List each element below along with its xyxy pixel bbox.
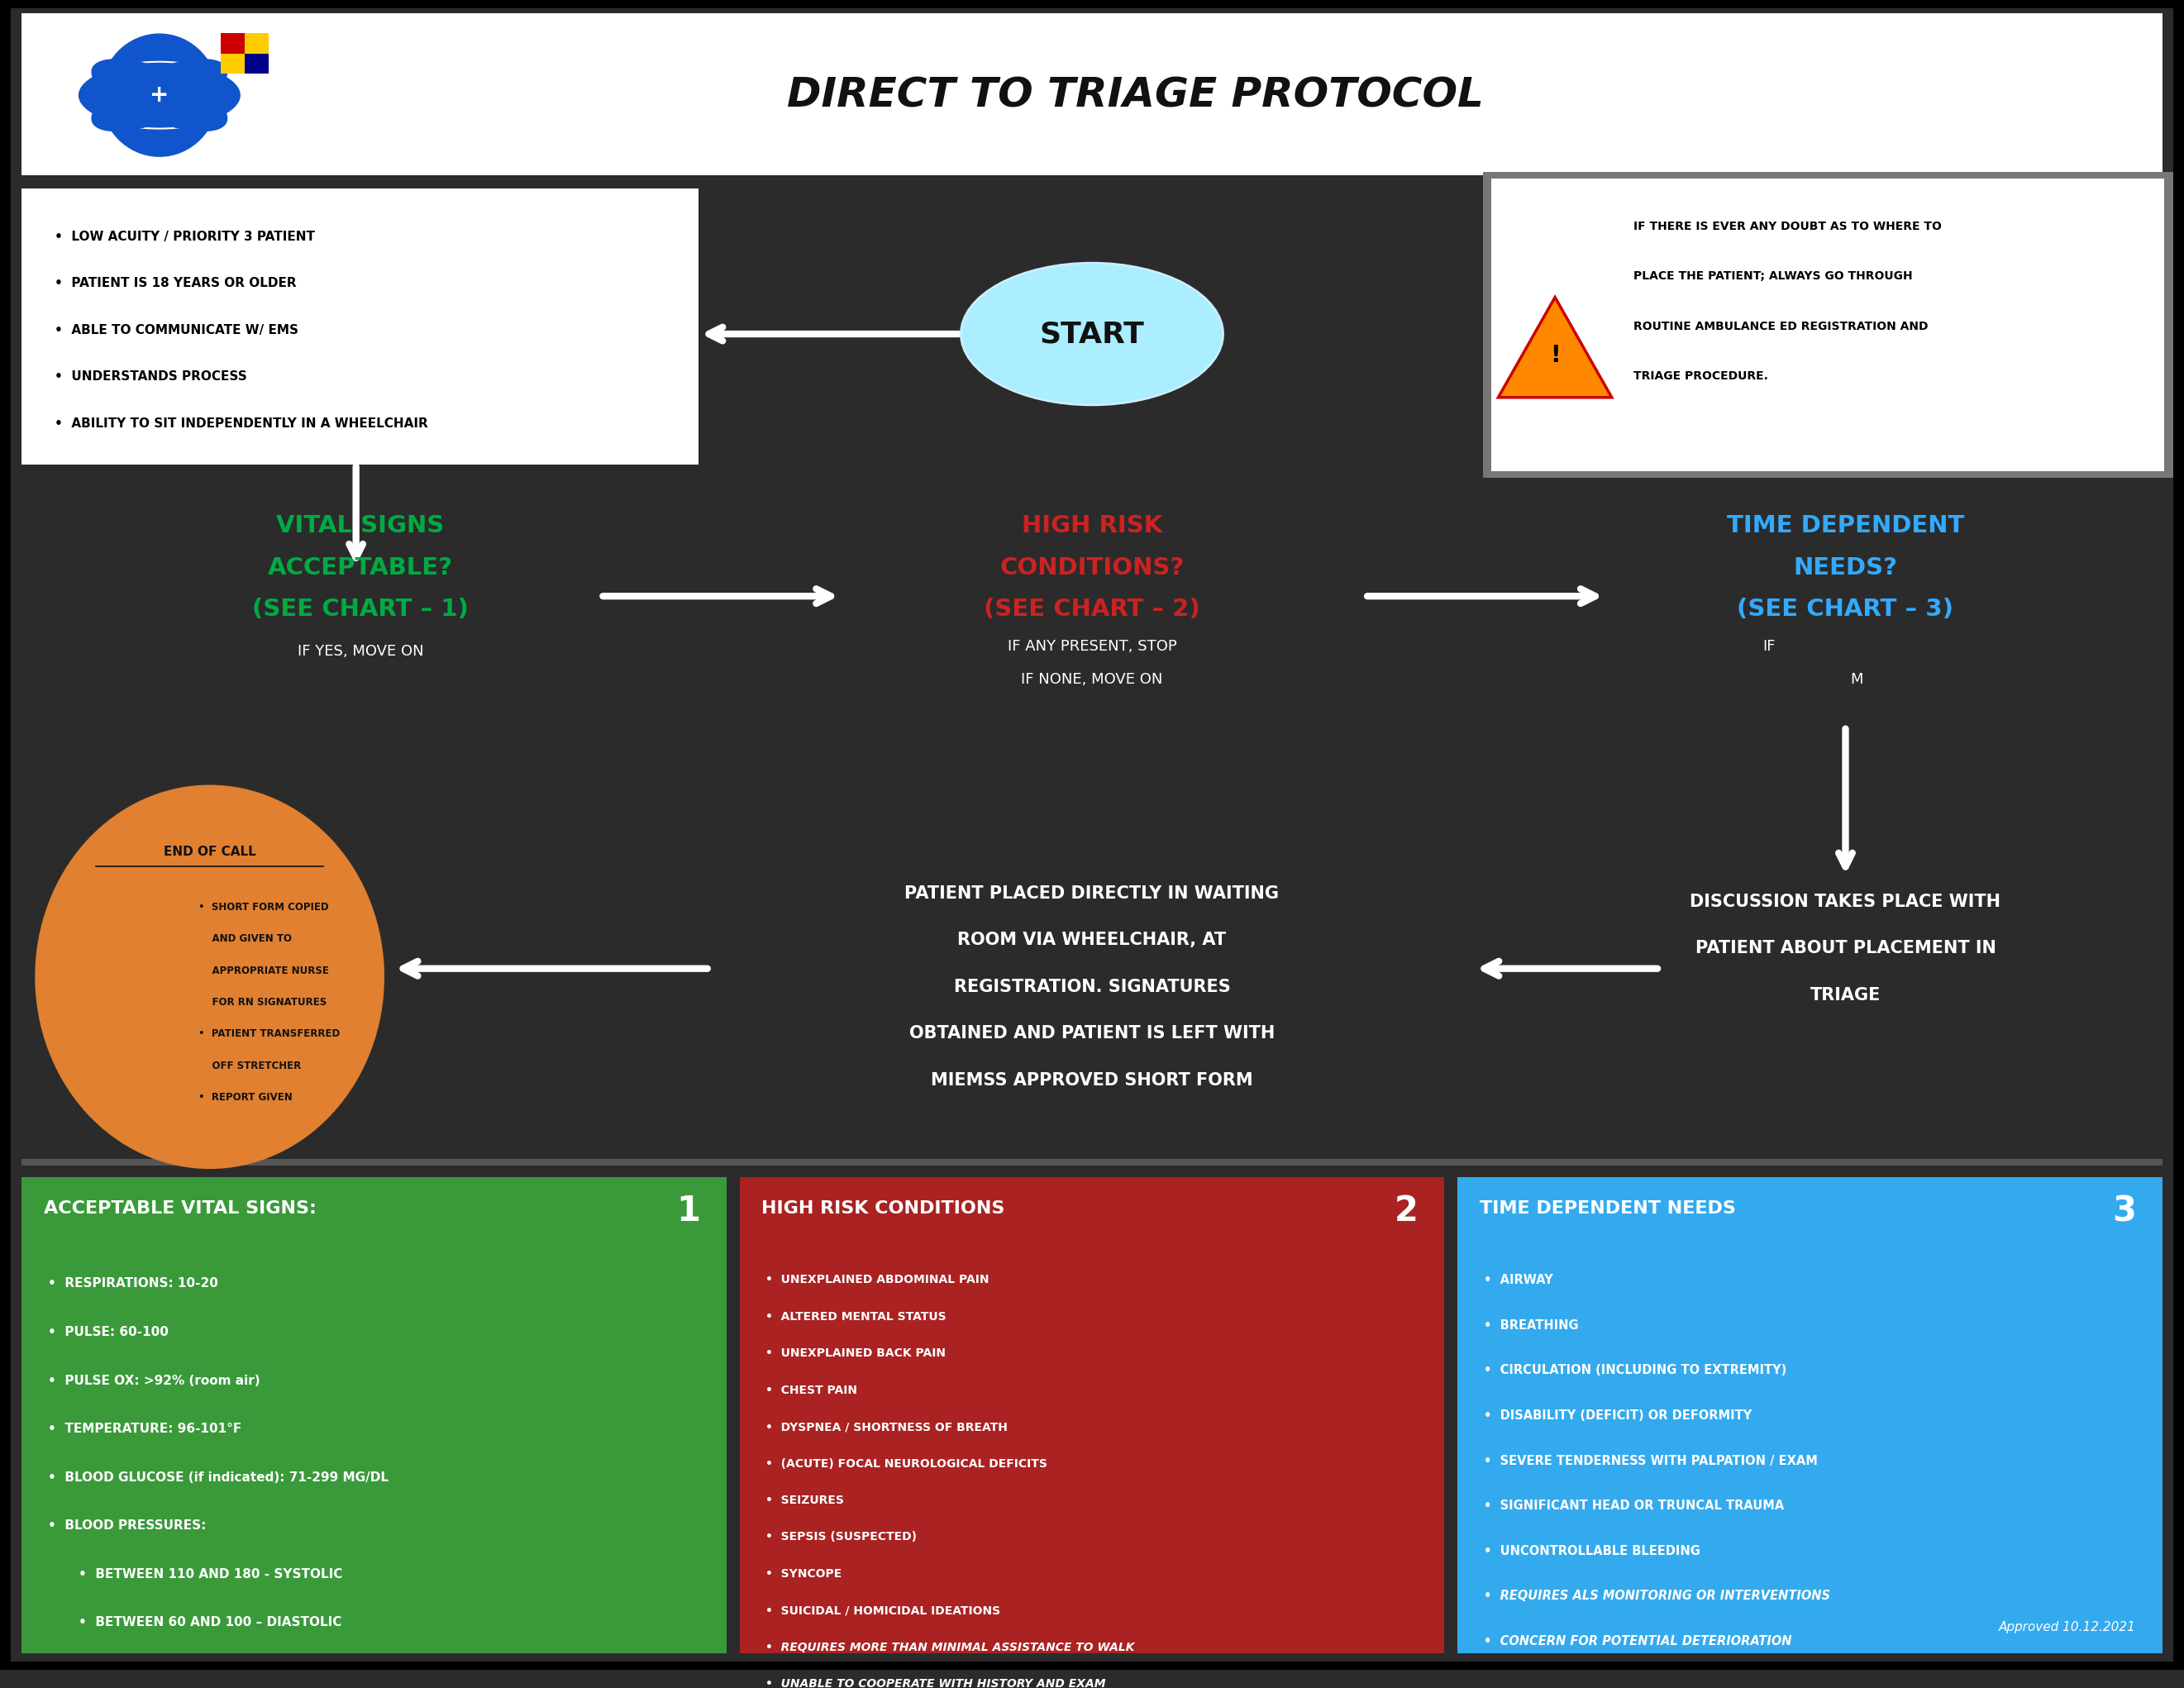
FancyBboxPatch shape — [221, 54, 245, 74]
Ellipse shape — [92, 59, 227, 132]
Text: IF THERE IS EVER ANY DOUBT AS TO WHERE TO: IF THERE IS EVER ANY DOUBT AS TO WHERE T… — [1634, 221, 1942, 231]
Text: HIGH RISK CONDITIONS: HIGH RISK CONDITIONS — [762, 1200, 1005, 1217]
Text: ACCEPTABLE?: ACCEPTABLE? — [269, 557, 452, 579]
Text: •  SEVERE TENDERNESS WITH PALPATION / EXAM: • SEVERE TENDERNESS WITH PALPATION / EXA… — [1483, 1455, 1817, 1467]
Text: DIRECT TO TRIAGE PROTOCOL: DIRECT TO TRIAGE PROTOCOL — [786, 76, 1485, 115]
Text: MIEMSS APPROVED SHORT FORM: MIEMSS APPROVED SHORT FORM — [930, 1072, 1254, 1089]
Text: •  BREATHING: • BREATHING — [1483, 1320, 1579, 1332]
Text: START: START — [1040, 321, 1144, 348]
Polygon shape — [1498, 297, 1612, 397]
Text: •  REPORT GIVEN: • REPORT GIVEN — [199, 1092, 293, 1102]
Text: •  CONCERN FOR POTENTIAL DETERIORATION: • CONCERN FOR POTENTIAL DETERIORATION — [1483, 1636, 1791, 1647]
Text: TRIAGE: TRIAGE — [1811, 987, 1880, 1004]
Text: •  SEIZURES: • SEIZURES — [767, 1494, 845, 1506]
Text: IF: IF — [1762, 638, 1776, 653]
Text: IF YES, MOVE ON: IF YES, MOVE ON — [297, 643, 424, 658]
Text: •  AIRWAY: • AIRWAY — [1483, 1274, 1553, 1286]
Text: !: ! — [1551, 344, 1559, 368]
Text: •  UNDERSTANDS PROCESS: • UNDERSTANDS PROCESS — [55, 371, 247, 383]
Text: •  ABILITY TO SIT INDEPENDENTLY IN A WHEELCHAIR: • ABILITY TO SIT INDEPENDENTLY IN A WHEE… — [55, 417, 428, 430]
Text: OBTAINED AND PATIENT IS LEFT WITH: OBTAINED AND PATIENT IS LEFT WITH — [909, 1025, 1275, 1041]
FancyBboxPatch shape — [22, 1160, 2162, 1166]
Text: •  SUICIDAL / HOMICIDAL IDEATIONS: • SUICIDAL / HOMICIDAL IDEATIONS — [767, 1605, 1000, 1617]
Text: PATIENT PLACED DIRECTLY IN WAITING: PATIENT PLACED DIRECTLY IN WAITING — [904, 885, 1280, 901]
Text: PATIENT ABOUT PLACEMENT IN: PATIENT ABOUT PLACEMENT IN — [1695, 940, 1996, 957]
Text: 3: 3 — [2112, 1193, 2136, 1229]
Text: ACCEPTABLE VITAL SIGNS:: ACCEPTABLE VITAL SIGNS: — [44, 1200, 317, 1217]
Text: •  ABLE TO COMMUNICATE W/ EMS: • ABLE TO COMMUNICATE W/ EMS — [55, 324, 299, 336]
FancyBboxPatch shape — [1483, 172, 2173, 478]
Text: •  PULSE OX: >92% (room air): • PULSE OX: >92% (room air) — [48, 1374, 260, 1388]
Text: •  PATIENT IS 18 YEARS OR OLDER: • PATIENT IS 18 YEARS OR OLDER — [55, 277, 297, 290]
Text: •  UNCONTROLLABLE BLEEDING: • UNCONTROLLABLE BLEEDING — [1483, 1545, 1699, 1556]
Text: •  DISABILITY (DEFICIT) OR DEFORMITY: • DISABILITY (DEFICIT) OR DEFORMITY — [1483, 1409, 1752, 1421]
Text: HIGH RISK: HIGH RISK — [1022, 515, 1162, 537]
Text: PLACE THE PATIENT; ALWAYS GO THROUGH: PLACE THE PATIENT; ALWAYS GO THROUGH — [1634, 270, 1913, 282]
Text: APPROPRIATE NURSE: APPROPRIATE NURSE — [199, 966, 330, 976]
Text: •  BLOOD PRESSURES:: • BLOOD PRESSURES: — [48, 1519, 205, 1533]
Text: IF ANY PRESENT, STOP: IF ANY PRESENT, STOP — [1007, 638, 1177, 653]
Text: •  ALTERED MENTAL STATUS: • ALTERED MENTAL STATUS — [767, 1312, 946, 1322]
Text: •  REQUIRES MORE THAN MINIMAL ASSISTANCE TO WALK: • REQUIRES MORE THAN MINIMAL ASSISTANCE … — [767, 1641, 1136, 1653]
Text: (SEE CHART – 1): (SEE CHART – 1) — [251, 598, 470, 621]
Text: FOR RN SIGNATURES: FOR RN SIGNATURES — [199, 998, 328, 1008]
Text: 1: 1 — [677, 1193, 701, 1229]
Ellipse shape — [98, 32, 218, 157]
Text: •  REQUIRES ALS MONITORING OR INTERVENTIONS: • REQUIRES ALS MONITORING OR INTERVENTIO… — [1483, 1590, 1830, 1602]
Text: •  CHEST PAIN: • CHEST PAIN — [767, 1384, 858, 1396]
Text: •  PULSE: 60-100: • PULSE: 60-100 — [48, 1325, 168, 1339]
Text: •  SIGNIFICANT HEAD OR TRUNCAL TRAUMA: • SIGNIFICANT HEAD OR TRUNCAL TRAUMA — [1483, 1499, 1784, 1512]
FancyBboxPatch shape — [22, 189, 699, 464]
FancyBboxPatch shape — [22, 14, 2162, 176]
FancyBboxPatch shape — [221, 34, 269, 54]
FancyBboxPatch shape — [22, 1177, 727, 1653]
Text: NEEDS?: NEEDS? — [1793, 557, 1898, 579]
Text: •  BLOOD GLUCOSE (if indicated): 71-299 MG/DL: • BLOOD GLUCOSE (if indicated): 71-299 M… — [48, 1472, 389, 1484]
Text: ROUTINE AMBULANCE ED REGISTRATION AND: ROUTINE AMBULANCE ED REGISTRATION AND — [1634, 321, 1928, 333]
Text: •  SEPSIS (SUSPECTED): • SEPSIS (SUSPECTED) — [767, 1531, 917, 1543]
Text: OFF STRETCHER: OFF STRETCHER — [199, 1060, 301, 1072]
Text: AND GIVEN TO: AND GIVEN TO — [199, 933, 293, 944]
Text: •  SYNCOPE: • SYNCOPE — [767, 1568, 843, 1580]
Ellipse shape — [961, 263, 1223, 405]
Text: TIME DEPENDENT: TIME DEPENDENT — [1728, 515, 1963, 537]
Text: •  UNEXPLAINED ABDOMINAL PAIN: • UNEXPLAINED ABDOMINAL PAIN — [767, 1274, 989, 1286]
FancyBboxPatch shape — [1492, 179, 2164, 471]
Text: TIME DEPENDENT NEEDS: TIME DEPENDENT NEEDS — [1479, 1200, 1736, 1217]
Text: VITAL SIGNS: VITAL SIGNS — [277, 515, 443, 537]
FancyBboxPatch shape — [11, 8, 2173, 1661]
Text: CONDITIONS?: CONDITIONS? — [1000, 557, 1184, 579]
Text: IF NONE, MOVE ON: IF NONE, MOVE ON — [1022, 672, 1162, 687]
FancyBboxPatch shape — [1457, 1177, 2162, 1653]
Text: •  RESPIRATIONS: 10-20: • RESPIRATIONS: 10-20 — [48, 1278, 218, 1290]
Text: ROOM VIA WHEELCHAIR, AT: ROOM VIA WHEELCHAIR, AT — [957, 932, 1227, 949]
FancyBboxPatch shape — [245, 54, 269, 74]
Ellipse shape — [92, 59, 227, 132]
FancyBboxPatch shape — [245, 34, 269, 54]
Text: •  DYSPNEA / SHORTNESS OF BREATH: • DYSPNEA / SHORTNESS OF BREATH — [767, 1421, 1009, 1433]
FancyBboxPatch shape — [740, 1177, 1444, 1653]
Text: •  UNABLE TO COOPERATE WITH HISTORY AND EXAM: • UNABLE TO COOPERATE WITH HISTORY AND E… — [767, 1678, 1105, 1688]
Text: •  BETWEEN 110 AND 180 - SYSTOLIC: • BETWEEN 110 AND 180 - SYSTOLIC — [61, 1568, 343, 1580]
Text: (SEE CHART – 2): (SEE CHART – 2) — [983, 598, 1201, 621]
Text: 2: 2 — [1393, 1193, 1417, 1229]
Text: •  CIRCULATION (INCLUDING TO EXTREMITY): • CIRCULATION (INCLUDING TO EXTREMITY) — [1483, 1364, 1787, 1377]
Text: (SEE CHART – 3): (SEE CHART – 3) — [1736, 598, 1955, 621]
Text: +: + — [151, 84, 168, 106]
Text: M: M — [1850, 672, 1863, 687]
Text: •  TEMPERATURE: 96-101°F: • TEMPERATURE: 96-101°F — [48, 1423, 242, 1435]
Text: Approved 10.12.2021: Approved 10.12.2021 — [1998, 1620, 2136, 1634]
Text: •  LOW ACUITY / PRIORITY 3 PATIENT: • LOW ACUITY / PRIORITY 3 PATIENT — [55, 231, 314, 243]
Text: •  UNEXPLAINED BACK PAIN: • UNEXPLAINED BACK PAIN — [767, 1347, 946, 1359]
Text: •  (ACUTE) FOCAL NEUROLOGICAL DEFICITS: • (ACUTE) FOCAL NEUROLOGICAL DEFICITS — [767, 1458, 1048, 1470]
Text: •  PATIENT TRANSFERRED: • PATIENT TRANSFERRED — [199, 1028, 341, 1040]
Ellipse shape — [35, 785, 384, 1170]
Text: END OF CALL: END OF CALL — [164, 846, 256, 858]
Text: •  SHORT FORM COPIED: • SHORT FORM COPIED — [199, 901, 330, 913]
Text: DISCUSSION TAKES PLACE WITH: DISCUSSION TAKES PLACE WITH — [1690, 893, 2001, 910]
Ellipse shape — [79, 62, 240, 128]
Text: •  BETWEEN 60 AND 100 – DIASTOLIC: • BETWEEN 60 AND 100 – DIASTOLIC — [61, 1617, 341, 1629]
Text: REGISTRATION. SIGNATURES: REGISTRATION. SIGNATURES — [954, 979, 1230, 996]
Text: TRIAGE PROCEDURE.: TRIAGE PROCEDURE. — [1634, 371, 1769, 381]
